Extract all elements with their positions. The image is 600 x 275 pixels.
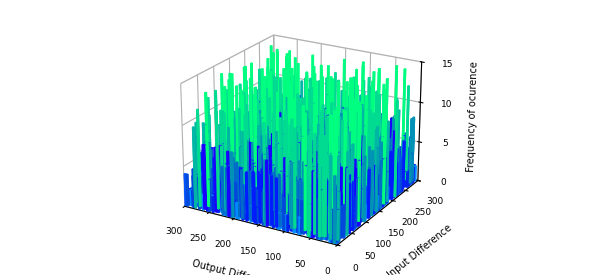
Y-axis label: Input Difference: Input Difference <box>385 223 453 275</box>
X-axis label: Output Difference: Output Difference <box>191 259 278 275</box>
